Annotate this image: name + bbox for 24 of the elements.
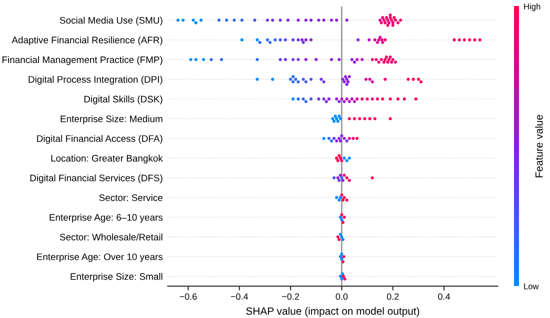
x-axis-title: SHAP value (impact on model output)	[246, 307, 420, 317]
x-tick-label: −0.6	[180, 293, 197, 300]
y-tick-label: Digital Skills (DSK)	[84, 96, 162, 104]
color-bar-label: High	[524, 3, 540, 12]
y-tick-label: Sector: Service	[99, 194, 162, 202]
x-tick-label: 0.2	[386, 293, 399, 300]
y-tick-label: Location: Greater Bangkok	[51, 154, 163, 164]
y-tick-label: Digital Financial Services (DFS)	[30, 174, 162, 184]
color-bar-title: Feature value	[535, 114, 543, 178]
y-tick-label: Enterprise Age: 6–10 years	[50, 214, 163, 223]
y-tick-label: Digital Process Integration (DPI)	[28, 76, 162, 85]
x-tick-label: 0.4	[438, 293, 450, 300]
y-tick-label: Enterprise Size: Small	[70, 272, 162, 282]
y-tick-label: Financial Management Practice (FMP)	[2, 56, 162, 65]
x-tick-label: 0.0	[336, 293, 348, 300]
y-tick-label: Sector: Wholesale/Retail	[60, 234, 162, 240]
x-tick-label: −0.2	[282, 293, 299, 300]
color-bar-label: Low	[524, 283, 539, 290]
y-tick-label: Digital Financial Access (DFA)	[37, 134, 162, 144]
x-tick-label: −0.4	[230, 293, 248, 300]
y-tick-label: Social Media Use (SMU)	[60, 16, 162, 26]
y-tick-label: Enterprise Age: Over 10 years	[37, 253, 163, 262]
y-tick-label: Enterprise Size: Medium	[60, 115, 162, 124]
y-tick-label: Adaptive Financial Resilience (AFR)	[12, 36, 162, 46]
